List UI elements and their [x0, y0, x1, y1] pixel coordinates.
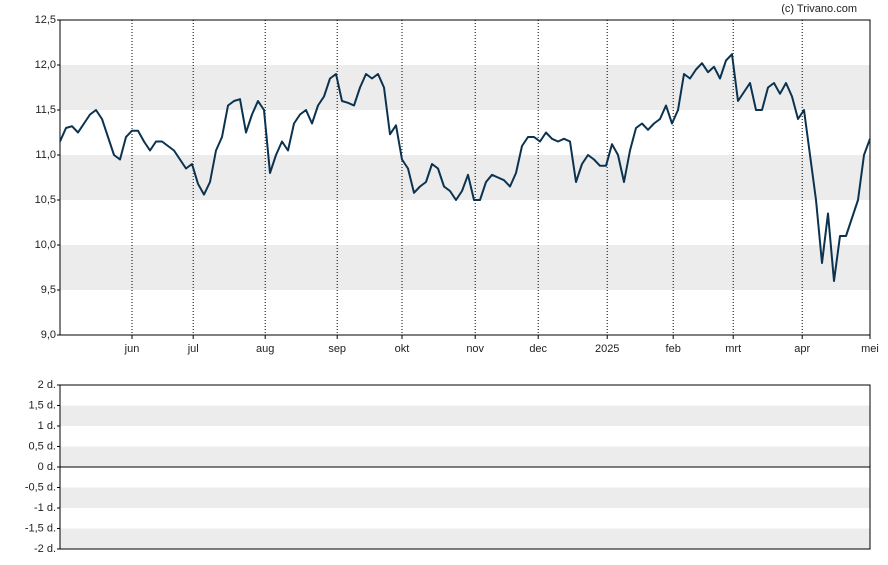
plot-frame	[59, 19, 871, 336]
grid-band	[60, 487, 870, 508]
grid-band	[60, 446, 870, 467]
y-tick-label: 0 d.	[38, 461, 56, 473]
x-tick-label: 2025	[595, 343, 619, 355]
y-tick-label: -1 d.	[34, 502, 56, 514]
credit: (c) Trivano.com	[781, 3, 857, 15]
y-tick-label: 11,5	[35, 104, 56, 116]
y-tick-label: 1 d.	[38, 420, 56, 432]
x-tick-label: mrt	[725, 343, 741, 355]
grid-band	[60, 245, 870, 290]
y-tick-label: -1,5 d.	[25, 522, 56, 534]
x-tick-label: dec	[529, 343, 547, 355]
grid-band	[60, 65, 870, 110]
y-tick-label: 12,5	[35, 14, 56, 26]
x-tick-label: mei	[861, 343, 879, 355]
grid-band	[60, 405, 870, 426]
x-tick-label: jun	[124, 343, 140, 355]
y-tick-label: 1,5 d.	[28, 399, 56, 411]
y-tick-label: 10,5	[35, 194, 56, 206]
price-line	[59, 53, 871, 282]
x-tick-label: jul	[187, 343, 199, 355]
x-tick-label: nov	[466, 343, 484, 355]
x-tick-label: aug	[256, 343, 274, 355]
y-tick-label: 11,0	[35, 149, 56, 161]
grid-band	[60, 528, 870, 549]
y-tick-label: 12,0	[35, 59, 56, 71]
y-tick-label: -0,5 d.	[25, 481, 56, 493]
grid-band	[60, 155, 870, 200]
y-tick-label: 0,5 d.	[28, 440, 56, 452]
y-tick-label: -2 d.	[34, 543, 56, 555]
y-tick-label: 10,0	[35, 239, 56, 251]
y-tick-label: 9,0	[41, 329, 56, 341]
plot-frame	[59, 384, 871, 550]
y-tick-label: 2 d.	[38, 379, 56, 391]
x-tick-label: sep	[328, 343, 346, 355]
x-tick-label: apr	[794, 343, 810, 355]
y-tick-label: 9,5	[41, 284, 56, 296]
x-tick-label: okt	[395, 343, 410, 355]
x-tick-label: feb	[666, 343, 681, 355]
